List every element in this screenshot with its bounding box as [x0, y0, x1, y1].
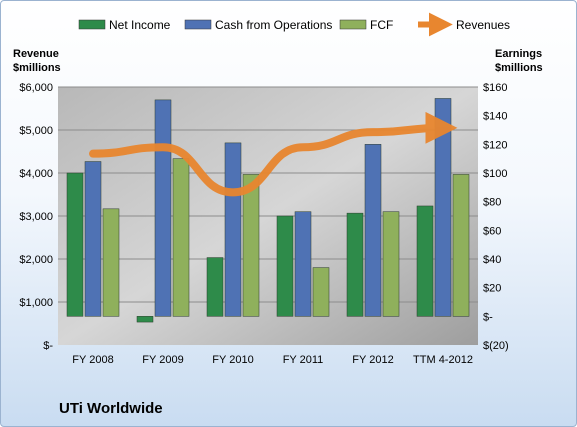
right-axis-title-line1: Earnings — [495, 48, 542, 60]
category-label: FY 2010 — [212, 354, 253, 366]
bar-cash-from-operations — [364, 144, 382, 317]
right-axis-title-line2: $millions — [495, 62, 543, 74]
legend-label-net-income: Net Income — [109, 18, 171, 32]
bar-cash-from-operations — [84, 161, 102, 317]
bar-fcf — [242, 174, 260, 317]
bar-cash-from-operations — [224, 142, 242, 317]
right-tick-label: $20 — [483, 283, 501, 295]
bar-net-income — [136, 316, 154, 323]
left-tick-label: $4,000 — [19, 168, 53, 180]
legend-label-fcf: FCF — [370, 18, 393, 32]
legend-label-cash-from-operations: Cash from Operations — [215, 18, 332, 32]
bar-net-income — [276, 215, 294, 317]
bar-fcf — [172, 158, 190, 317]
right-tick-label: $160 — [483, 82, 507, 94]
chart-title: UTi Worldwide — [59, 400, 163, 417]
right-tick-label: $100 — [483, 168, 507, 180]
right-tick-label: $60 — [483, 225, 501, 237]
left-axis-title-line2: $millions — [13, 62, 61, 74]
left-tick-label: $5,000 — [19, 125, 53, 137]
left-tick-label: $2,000 — [19, 254, 53, 266]
bar-fcf — [102, 208, 120, 317]
bar-cash-from-operations — [434, 98, 452, 317]
category-label: FY 2012 — [352, 354, 393, 366]
bar-fcf — [312, 267, 330, 317]
right-tick-label: $80 — [483, 197, 501, 209]
left-tick-label: $6,000 — [19, 82, 53, 94]
bar-net-income — [416, 205, 434, 317]
legend-swatch-net-income — [78, 19, 106, 30]
category-label: TTM 4-2012 — [413, 354, 473, 366]
right-tick-label: $40 — [483, 254, 501, 266]
category-label: FY 2011 — [283, 354, 324, 366]
bar-net-income — [206, 257, 224, 317]
left-tick-label: $1,000 — [19, 297, 53, 309]
bar-cash-from-operations — [294, 211, 312, 317]
bar-cash-from-operations — [154, 99, 172, 317]
right-tick-label: $140 — [483, 111, 507, 123]
left-tick-label: $3,000 — [19, 211, 53, 223]
line-revenues — [89, 111, 458, 197]
bar-fcf — [382, 211, 400, 317]
right-tick-label: $120 — [483, 139, 507, 151]
legend-label-revenues: Revenues — [456, 18, 510, 32]
bar-net-income — [66, 172, 84, 317]
left-tick-label: $- — [43, 340, 53, 352]
bar-fcf — [452, 174, 470, 317]
category-label: FY 2009 — [142, 354, 183, 366]
legend-swatch-cash-from-operations — [184, 19, 212, 30]
bar-net-income — [346, 212, 364, 317]
legend-swatch-fcf — [339, 19, 367, 30]
category-label: FY 2008 — [72, 354, 113, 366]
right-tick-label: $- — [483, 311, 493, 323]
right-tick-label: $(20) — [483, 340, 509, 352]
left-axis-title-line1: Revenue — [13, 48, 59, 60]
